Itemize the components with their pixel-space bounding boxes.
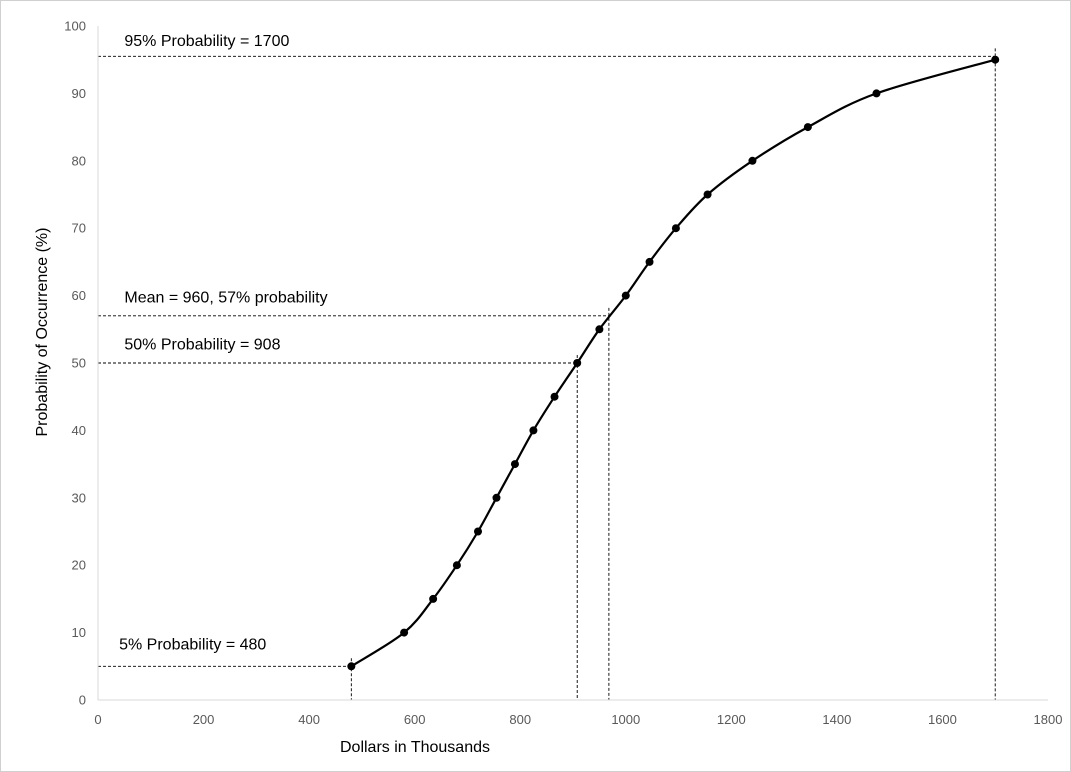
x-axis-title: Dollars in Thousands <box>340 739 490 756</box>
data-point-marker <box>347 662 356 671</box>
data-point-marker <box>671 224 680 233</box>
data-point-marker <box>621 291 630 300</box>
data-point-marker <box>550 392 559 401</box>
annotation-label: 95% Probability = 1700 <box>124 33 289 50</box>
x-tick-label: 800 <box>509 712 531 727</box>
y-tick-label: 10 <box>72 625 86 640</box>
data-point-marker <box>400 628 409 637</box>
y-tick-label: 100 <box>64 19 86 34</box>
y-tick-label: 30 <box>72 490 86 505</box>
data-point-marker <box>595 325 604 334</box>
data-point-marker <box>748 156 757 165</box>
y-tick-label: 40 <box>72 423 86 438</box>
x-tick-label: 1400 <box>822 712 851 727</box>
annotation-label: 50% Probability = 908 <box>124 337 280 354</box>
data-point-marker <box>529 426 538 435</box>
y-tick-label: 90 <box>72 86 86 101</box>
data-point-marker <box>429 594 438 603</box>
x-tick-label: 1200 <box>717 712 746 727</box>
y-tick-label: 50 <box>72 356 86 371</box>
y-tick-label: 70 <box>72 221 86 236</box>
data-point-marker <box>803 123 812 132</box>
axes: 0 200 400 600 800 1000 1200 1400 1600 1800 0 10 20 30… <box>64 19 1062 728</box>
data-point-marker <box>991 55 1000 64</box>
y-axis-title: Probability of Occurrence (%) <box>34 228 51 437</box>
annotation-label: 5% Probability = 480 <box>119 636 266 653</box>
y-tick-label: 20 <box>72 558 86 573</box>
data-point-marker <box>872 89 881 98</box>
reference-lines <box>98 48 996 700</box>
data-point-marker <box>492 493 501 502</box>
data-point-marker <box>703 190 712 199</box>
data-point-marker <box>474 527 482 536</box>
annotation-label: Mean = 960, 57% probability <box>124 289 327 306</box>
x-tick-label: 1000 <box>611 712 640 727</box>
annotations: 95% Probability = 1700 Mean = 960, 57% pr… <box>119 33 328 653</box>
data-point-marker <box>510 460 519 469</box>
series-line <box>350 58 996 668</box>
y-tick-label: 80 <box>72 153 86 168</box>
y-tick-label: 60 <box>72 288 86 303</box>
data-point-marker <box>573 359 582 367</box>
x-tick-label: 0 <box>94 712 101 727</box>
data-series <box>347 55 1000 671</box>
data-point-marker <box>452 561 461 570</box>
x-tick-label: 1800 <box>1034 712 1063 727</box>
y-tick-label: 0 <box>79 693 86 708</box>
x-tick-label: 200 <box>193 712 215 727</box>
x-tick-label: 400 <box>298 712 320 727</box>
x-tick-label: 600 <box>404 712 426 727</box>
data-point-marker <box>645 257 654 266</box>
axis-titles: Dollars in Thousands Probability of Occu… <box>34 228 490 756</box>
x-tick-label: 1600 <box>928 712 957 727</box>
